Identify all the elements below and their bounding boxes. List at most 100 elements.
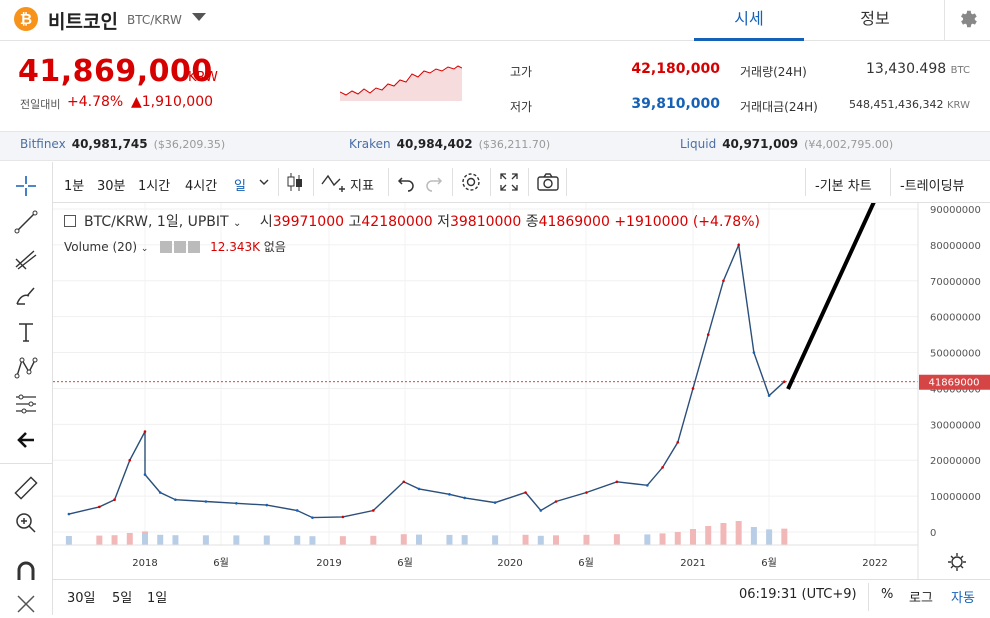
basic-chart-button[interactable]: -기본 차트 [815,179,872,194]
volume-bar [172,535,179,545]
divider [388,168,389,196]
fullscreen-icon[interactable] [498,171,520,193]
amount-label: 거래대금(24H) [740,100,818,114]
price-point [341,515,345,519]
camera-icon[interactable] [536,170,560,194]
tradingview-button[interactable]: -트레이딩뷰 [900,179,965,194]
interval-4h[interactable]: 4시간 [185,179,218,194]
candlestick-icon[interactable] [285,170,305,194]
volume-bar [644,534,651,545]
chevron-down-icon[interactable]: ⌄ [140,244,149,254]
ruler-icon[interactable] [12,474,40,502]
indicators-label[interactable]: 지표 [350,179,374,194]
price-point [752,351,756,354]
price-point [158,491,162,494]
log-toggle[interactable]: 로그 [909,591,933,606]
trend-line-icon[interactable] [12,208,40,236]
gear-icon[interactable] [957,8,979,30]
clock[interactable]: 06:19:31 (UTC+9) [739,587,857,602]
settings-small-icon[interactable] [174,241,187,253]
coin-pair: BTC/KRW [127,13,182,27]
redo-icon[interactable] [424,172,444,192]
zoom-in-icon[interactable] [12,509,40,537]
close-icon[interactable] [188,241,201,253]
price-point [691,387,695,390]
price-point [463,496,466,500]
legend-symbol[interactable]: BTC/KRW, 1일, UPBIT [84,214,229,230]
interval-30m[interactable]: 30분 [97,179,126,194]
interval-1m[interactable]: 1분 [64,179,85,194]
volume-bar [735,521,742,545]
exchange-item-kraken: Kraken 40,984,402 ($36,211.70) [349,137,550,151]
range-30d[interactable]: 30일 [67,591,96,606]
x-tick-label: 2022 [862,558,887,569]
range-1d[interactable]: 1일 [147,591,168,606]
magnet-icon[interactable] [12,558,40,586]
price-point [295,509,299,512]
amount-number: 548,451,436,342 [849,98,944,111]
price-point [143,430,147,433]
collapse-icon[interactable] [64,215,76,227]
tab-market[interactable]: 시세 [694,0,804,41]
crosshair-icon[interactable] [12,172,40,200]
price-point [402,480,406,484]
volume-bar [553,535,559,545]
indicators-icon[interactable] [320,170,348,194]
text-icon[interactable] [12,318,40,346]
chevron-down-icon[interactable] [192,13,206,21]
auto-toggle[interactable]: 자동 [951,591,975,606]
chart-legend: BTC/KRW, 1일, UPBIT ⌄ 시39971000 고42180000… [64,211,760,231]
exchange-name: Kraken [349,137,391,151]
pattern-icon[interactable] [12,354,40,382]
interval-1h[interactable]: 1시간 [138,179,171,194]
bitcoin-icon: ₿ [14,7,38,31]
volume-legend-label[interactable]: Volume (20) [64,240,138,254]
remove-drawings-icon[interactable] [12,590,40,618]
chevron-down-icon[interactable] [258,177,270,187]
fib-icon[interactable] [12,390,40,418]
amount-value: 548,451,436,342 KRW [830,98,970,111]
price-point [417,487,421,491]
price-point [783,380,786,384]
exchange-usd: ($36,211.70) [478,138,551,151]
price-point [204,500,208,503]
range-5d[interactable]: 5일 [112,591,133,606]
divider [890,168,891,196]
brush-icon[interactable] [12,282,40,310]
chart-settings-icon[interactable] [459,170,483,194]
gear-icon[interactable] [948,553,966,571]
volume-bar [157,534,164,545]
volume-bar [126,533,133,545]
interval-1d[interactable]: 일 [234,179,246,194]
bottom-bar [53,579,990,616]
price-point [539,509,543,512]
back-arrow-icon[interactable] [12,426,40,454]
y-tick-label: 50000000 [930,349,981,360]
legend-close-label: 종 [525,214,539,230]
pitchfork-icon[interactable] [12,245,40,273]
low-value: 39,810,000 [631,96,720,112]
volume-bar [766,529,773,545]
volume-bar [65,536,72,545]
y-tick-label: 80000000 [930,241,981,252]
exchange-strip [0,131,990,161]
y-tick-label: 30000000 [930,420,981,431]
divider [944,0,945,40]
change-percent: +4.78% [67,94,124,110]
chevron-down-icon[interactable]: ⌄ [233,218,242,229]
price-point [67,512,71,516]
current-price: 41,869,000 [18,54,213,89]
undo-icon[interactable] [396,172,416,192]
legend-open-label: 시 [259,214,273,230]
exchange-name: Liquid [680,137,717,151]
tab-info[interactable]: 정보 [860,9,890,28]
percent-toggle[interactable]: % [881,587,894,602]
volume-label: 거래량(24H) [740,65,807,79]
volume-bar [370,535,377,545]
price-chart[interactable]: 90000000 80000000 70000000 60000000 50000000… [53,203,990,579]
volume-unit: BTC [950,65,970,76]
price-point [585,491,588,494]
volume-bar [613,534,620,545]
visibility-icon[interactable] [160,241,173,253]
x-tick-label: 6월 [578,557,594,569]
